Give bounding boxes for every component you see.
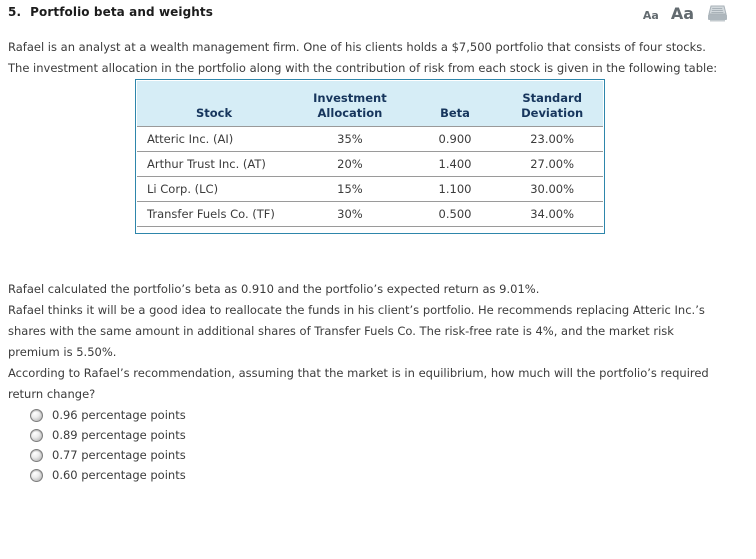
answer-options: 0.96 percentage points 0.89 percentage p… (30, 405, 748, 485)
cell-allocation: 20% (291, 151, 409, 177)
cell-stock: Transfer Fuels Co. (TF) (137, 201, 292, 227)
cell-stock: Li Corp. (LC) (137, 176, 292, 202)
answer-option-4[interactable]: 0.60 percentage points (30, 465, 748, 485)
cell-stock: Atteric Inc. (AI) (147, 132, 234, 146)
radio-button-icon[interactable] (30, 428, 43, 442)
table-row: Transfer Fuels Co. (TF) 30% 0.500 34.00% (137, 201, 603, 227)
col-header-standard-deviation: Standard Deviation (501, 81, 603, 127)
answer-option-label[interactable]: 0.77 percentage points (52, 448, 186, 462)
cell-std-dev: 30.00% (501, 176, 603, 202)
question-title: 5. Portfolio beta and weights (8, 5, 213, 19)
table-row: Li Corp. (LC) 15% 1.100 30.00% (137, 176, 603, 202)
answer-option-1[interactable]: 0.96 percentage points (30, 405, 748, 425)
table-row: Arthur Trust Inc. (AT) 20% 1.400 27.00% (137, 151, 603, 177)
answer-option-3[interactable]: 0.77 percentage points (30, 445, 748, 465)
cell-std-dev: 23.00% (530, 132, 575, 146)
cell-stock: Arthur Trust Inc. (AT) (137, 151, 292, 177)
col-header-stock: Stock (137, 81, 292, 127)
answer-option-label[interactable]: 0.60 percentage points (52, 468, 186, 482)
question-header-bar: 5. Portfolio beta and weights Aa Aa (8, 5, 748, 22)
allocation-table: Stock Investment Allocation Beta Standar… (137, 81, 603, 227)
col-header-beta: Beta (408, 81, 502, 127)
question-number: 5. (8, 5, 22, 19)
reallocation-paragraph: Rafael thinks it will be a good idea to … (8, 303, 705, 359)
col-header-investment-allocation: Investment Allocation (291, 81, 409, 127)
cell-beta: 1.100 (408, 176, 502, 202)
intro-paragraph: Rafael is an analyst at a wealth managem… (8, 40, 718, 75)
print-button[interactable] (706, 5, 728, 22)
cell-beta: 0.900 (438, 132, 472, 146)
answer-option-label[interactable]: 0.89 percentage points (52, 428, 186, 442)
font-size-increase-button[interactable]: Aa (670, 4, 694, 23)
question-title-text: Portfolio beta and weights (30, 5, 214, 19)
table-row: Atteric Inc. (AI) 35% 0.900 23.00% (137, 127, 603, 152)
calculated-beta-paragraph: Rafael calculated the portfolio’s beta a… (8, 282, 540, 296)
question-page: 5. Portfolio beta and weights Aa Aa Rafae… (8, 5, 748, 485)
table-header-row: Stock Investment Allocation Beta Standar… (137, 81, 603, 127)
answer-option-label[interactable]: 0.96 percentage points (52, 408, 186, 422)
radio-button-icon[interactable] (30, 448, 43, 462)
radio-button-icon[interactable] (30, 408, 43, 422)
cell-beta: 0.500 (408, 201, 502, 227)
cell-allocation: 30% (291, 201, 409, 227)
allocation-table-container: Stock Investment Allocation Beta Standar… (135, 79, 605, 234)
radio-button-icon[interactable] (30, 468, 43, 482)
font-size-decrease-button[interactable]: Aa (642, 9, 659, 22)
answer-option-2[interactable]: 0.89 percentage points (30, 425, 748, 445)
cell-std-dev: 34.00% (501, 201, 603, 227)
cell-allocation: 15% (291, 176, 409, 202)
printer-icon (708, 5, 727, 22)
question-text: According to Rafael’s recommendation, as… (8, 366, 709, 401)
cell-allocation: 35% (337, 132, 363, 146)
cell-std-dev: 27.00% (501, 151, 603, 177)
toolbar: Aa Aa (643, 5, 728, 22)
cell-beta: 1.400 (408, 151, 502, 177)
